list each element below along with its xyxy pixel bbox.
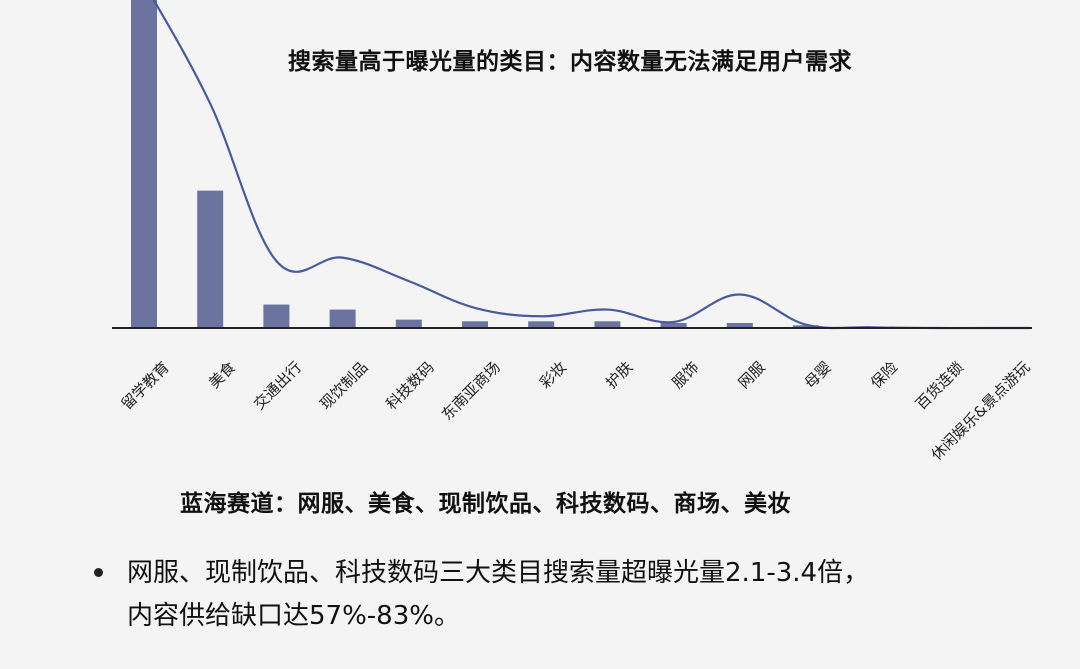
bullet-line2: 内容供给缺口达57%-83%。 — [127, 601, 460, 631]
x-tick-label: 母婴 — [801, 358, 835, 392]
bar-line-chart: 留学教育 美食 交通出行 现饮制品 科技数码 东南亚商场 彩妆 护肤 服饰 网服 母婴 保险 百货连锁休… — [112, 0, 1033, 464]
x-tick-label: 百货连锁 — [912, 358, 967, 413]
x-tick-label: 交通出行 — [250, 358, 305, 413]
x-tick-label: 彩妆 — [536, 358, 570, 392]
x-tick-label: 科技数码 — [382, 358, 437, 413]
bar-彩妆 — [528, 321, 555, 328]
x-tick-label: 网服 — [735, 358, 769, 392]
bar-现饮制品 — [329, 309, 356, 328]
bullet-text: 网服、现制饮品、科技数码三大类目搜索量超曝光量2.1-3.4倍， 内容供给缺口达… — [127, 552, 1007, 638]
bullet-highlight: 网服、现制饮品、科技数码 — [127, 558, 440, 588]
bar-母婴 — [793, 325, 819, 328]
bar-科技数码 — [395, 319, 422, 328]
x-tick-label: 现饮制品 — [316, 358, 371, 413]
bullet-line1-rest: 三大类目搜索量超曝光量2.1-3.4倍， — [439, 558, 870, 588]
x-tick-label: 保险 — [867, 358, 901, 392]
bar-留学教育 — [131, 0, 157, 328]
bar-美食 — [197, 190, 224, 328]
x-tick-label: 服饰 — [668, 358, 702, 392]
bullet-dot-icon — [94, 568, 103, 577]
bar-交通出行 — [263, 304, 290, 328]
chart-title: 搜索量高于曝光量的类目：内容数量无法满足用户需求 — [288, 49, 852, 75]
x-tick-label: 美食 — [205, 358, 239, 392]
blue-ocean-heading: 蓝海赛道：网服、美食、现制饮品、科技数码、商场、美妆 — [180, 491, 791, 517]
bar-东南亚商场 — [462, 321, 488, 328]
x-tick-label: 东南亚商场 — [438, 358, 504, 424]
bar-网服 — [726, 322, 753, 328]
x-tick-label: 护肤 — [602, 358, 636, 392]
x-tick-label: 留学教育 — [118, 358, 173, 413]
bar-服饰 — [660, 322, 687, 328]
bar-护肤 — [594, 321, 621, 328]
